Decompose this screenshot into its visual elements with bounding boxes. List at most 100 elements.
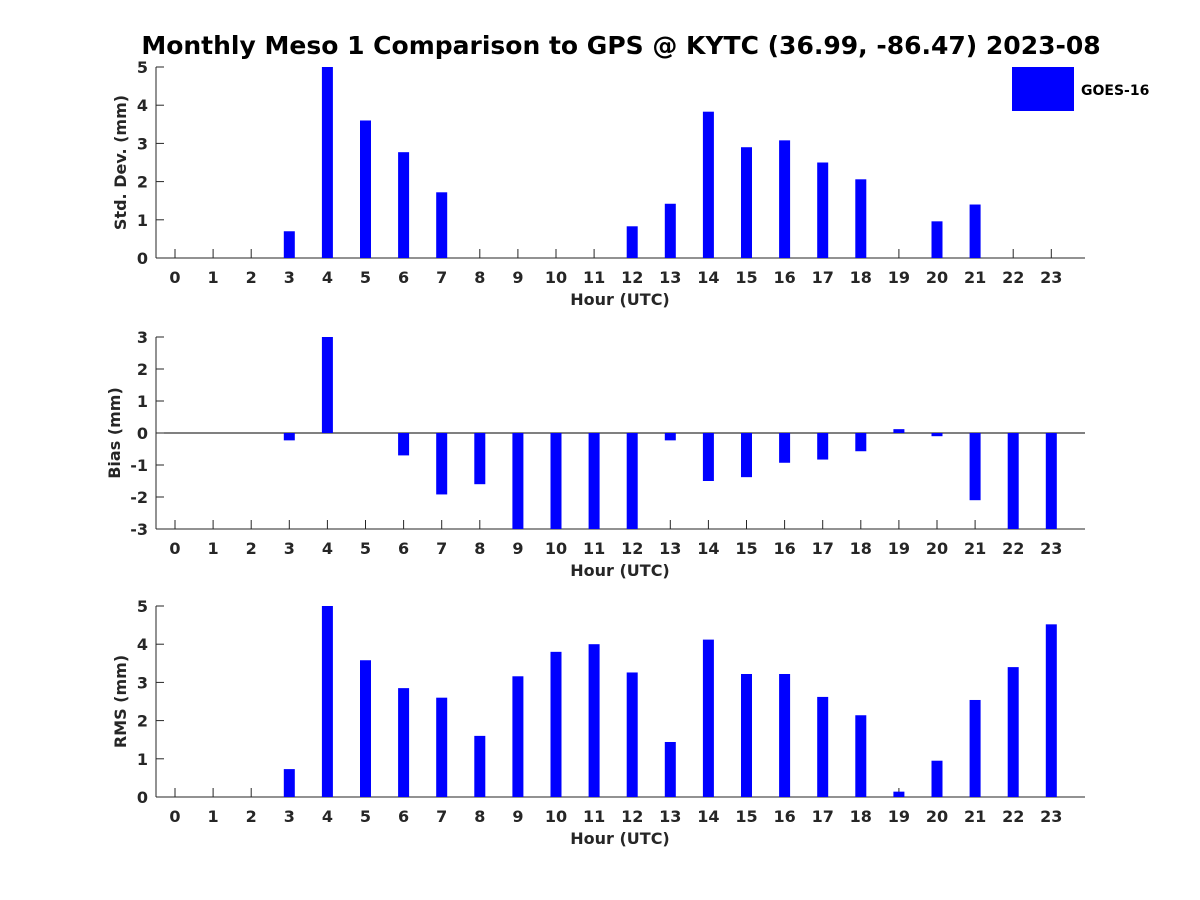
rms-bar-hour-7	[436, 697, 448, 797]
std-dev-bar-hour-20	[931, 221, 943, 258]
bias-x-tick-label: 13	[659, 539, 681, 558]
rms-x-tick-label: 3	[284, 807, 295, 826]
bias-bar-hour-9	[512, 433, 524, 529]
std-dev-bar-hour-6	[398, 152, 410, 258]
bias-bar-hour-22	[1007, 433, 1019, 529]
bias-x-tick-label: 5	[360, 539, 371, 558]
std-dev-bar-hour-12	[626, 226, 638, 258]
std-dev-y-tick-label: 0	[137, 249, 148, 268]
rms-x-tick-label: 20	[926, 807, 948, 826]
rms-x-tick-label: 0	[169, 807, 180, 826]
bias-x-tick-label: 11	[583, 539, 605, 558]
rms-y-tick-label: 5	[137, 597, 148, 616]
bias-x-tick-label: 2	[246, 539, 257, 558]
bias-bar-hour-14	[702, 433, 714, 481]
bias-y-tick-label: 3	[137, 328, 148, 347]
std-dev-x-tick-label: 20	[926, 268, 948, 287]
std-dev-y-tick-label: 3	[137, 134, 148, 153]
rms-x-tick-label: 19	[888, 807, 910, 826]
legend-label-goes-16: GOES-16	[1081, 83, 1149, 99]
rms-bar-hour-18	[855, 715, 867, 797]
std-dev-bar-hour-13	[664, 203, 676, 258]
std-dev-x-tick-label: 8	[474, 268, 485, 287]
std-dev-bar-hour-4	[321, 67, 333, 258]
std-dev-y-tick-label: 2	[137, 173, 148, 192]
std-dev-bar-hour-17	[817, 162, 829, 258]
bias-bar-hour-8	[474, 433, 486, 485]
rms-bar-hour-17	[817, 696, 829, 797]
rms-x-tick-label: 7	[436, 807, 447, 826]
rms-x-tick-label: 15	[735, 807, 757, 826]
std-dev-x-tick-label: 6	[398, 268, 409, 287]
bias-bar-hour-6	[398, 433, 410, 456]
bias-bar-hour-10	[550, 433, 562, 529]
rms-y-tick-label: 0	[137, 788, 148, 807]
bias-x-tick-label: 15	[735, 539, 757, 558]
std-dev-x-tick-label: 15	[735, 268, 757, 287]
rms-x-tick-label: 23	[1040, 807, 1062, 826]
std-dev-x-tick-label: 21	[964, 268, 986, 287]
bias-bar-hour-19	[893, 429, 905, 433]
rms-bar-hour-16	[779, 673, 791, 797]
bias-y-tick-label: -1	[130, 456, 148, 475]
rms-x-tick-label: 4	[322, 807, 333, 826]
chart-title: Monthly Meso 1 Comparison to GPS @ KYTC …	[141, 31, 1100, 60]
rms-bar-hour-4	[321, 606, 333, 797]
rms-x-tick-label: 14	[697, 807, 719, 826]
bias-x-tick-label: 9	[512, 539, 523, 558]
rms-bar-hour-6	[398, 688, 410, 797]
rms-bar-hour-19	[893, 791, 905, 797]
std-dev-bar-hour-15	[741, 147, 752, 258]
bias-bar-hour-21	[969, 433, 981, 501]
std-dev-x-tick-label: 17	[812, 268, 834, 287]
std-dev-x-tick-label: 22	[1002, 268, 1024, 287]
rms-x-axis-label: Hour (UTC)	[570, 829, 670, 848]
bias-x-axis-label: Hour (UTC)	[570, 561, 670, 580]
std-dev-bar-hour-14	[702, 111, 714, 258]
bias-y-tick-label: 0	[137, 424, 148, 443]
rms-x-tick-label: 21	[964, 807, 986, 826]
std-dev-bar-hour-3	[283, 231, 295, 258]
bias-bar-hour-17	[817, 433, 829, 460]
rms-bar-hour-20	[931, 760, 943, 797]
bias-x-tick-label: 4	[322, 539, 333, 558]
rms-x-tick-label: 10	[545, 807, 567, 826]
std-dev-x-tick-label: 19	[888, 268, 910, 287]
rms-bar-hour-9	[512, 676, 524, 797]
std-dev-x-tick-label: 13	[659, 268, 681, 287]
rms-y-tick-label: 1	[137, 750, 148, 769]
bias-x-tick-label: 19	[888, 539, 910, 558]
rms-y-tick-label: 4	[137, 635, 148, 654]
std-dev-x-tick-label: 2	[246, 268, 257, 287]
bias-x-tick-label: 22	[1002, 539, 1024, 558]
std-dev-x-tick-label: 12	[621, 268, 643, 287]
bias-bar-hour-12	[626, 433, 638, 529]
rms-bar-hour-5	[360, 660, 371, 797]
bias-x-tick-label: 7	[436, 539, 447, 558]
rms-x-tick-label: 8	[474, 807, 485, 826]
std-dev-bar-hour-5	[360, 120, 371, 258]
std-dev-x-tick-label: 11	[583, 268, 605, 287]
std-dev-x-tick-label: 3	[284, 268, 295, 287]
std-dev-x-tick-label: 1	[208, 268, 219, 287]
std-dev-x-tick-label: 9	[512, 268, 523, 287]
bias-bar-hour-4	[321, 337, 333, 433]
bias-y-tick-label: 1	[137, 392, 148, 411]
bias-bar-hour-23	[1045, 433, 1057, 529]
bias-x-tick-label: 6	[398, 539, 409, 558]
rms-y-axis-label: RMS (mm)	[111, 655, 130, 748]
std-dev-x-axis-label: Hour (UTC)	[570, 290, 670, 309]
std-dev-x-tick-label: 5	[360, 268, 371, 287]
bias-bar-hour-7	[436, 433, 448, 495]
std-dev-x-tick-label: 16	[773, 268, 795, 287]
rms-x-tick-label: 6	[398, 807, 409, 826]
rms-x-tick-label: 9	[512, 807, 523, 826]
bias-x-tick-label: 23	[1040, 539, 1062, 558]
rms-y-tick-label: 3	[137, 673, 148, 692]
rms-bar-hour-12	[626, 672, 638, 797]
rms-x-tick-label: 11	[583, 807, 605, 826]
